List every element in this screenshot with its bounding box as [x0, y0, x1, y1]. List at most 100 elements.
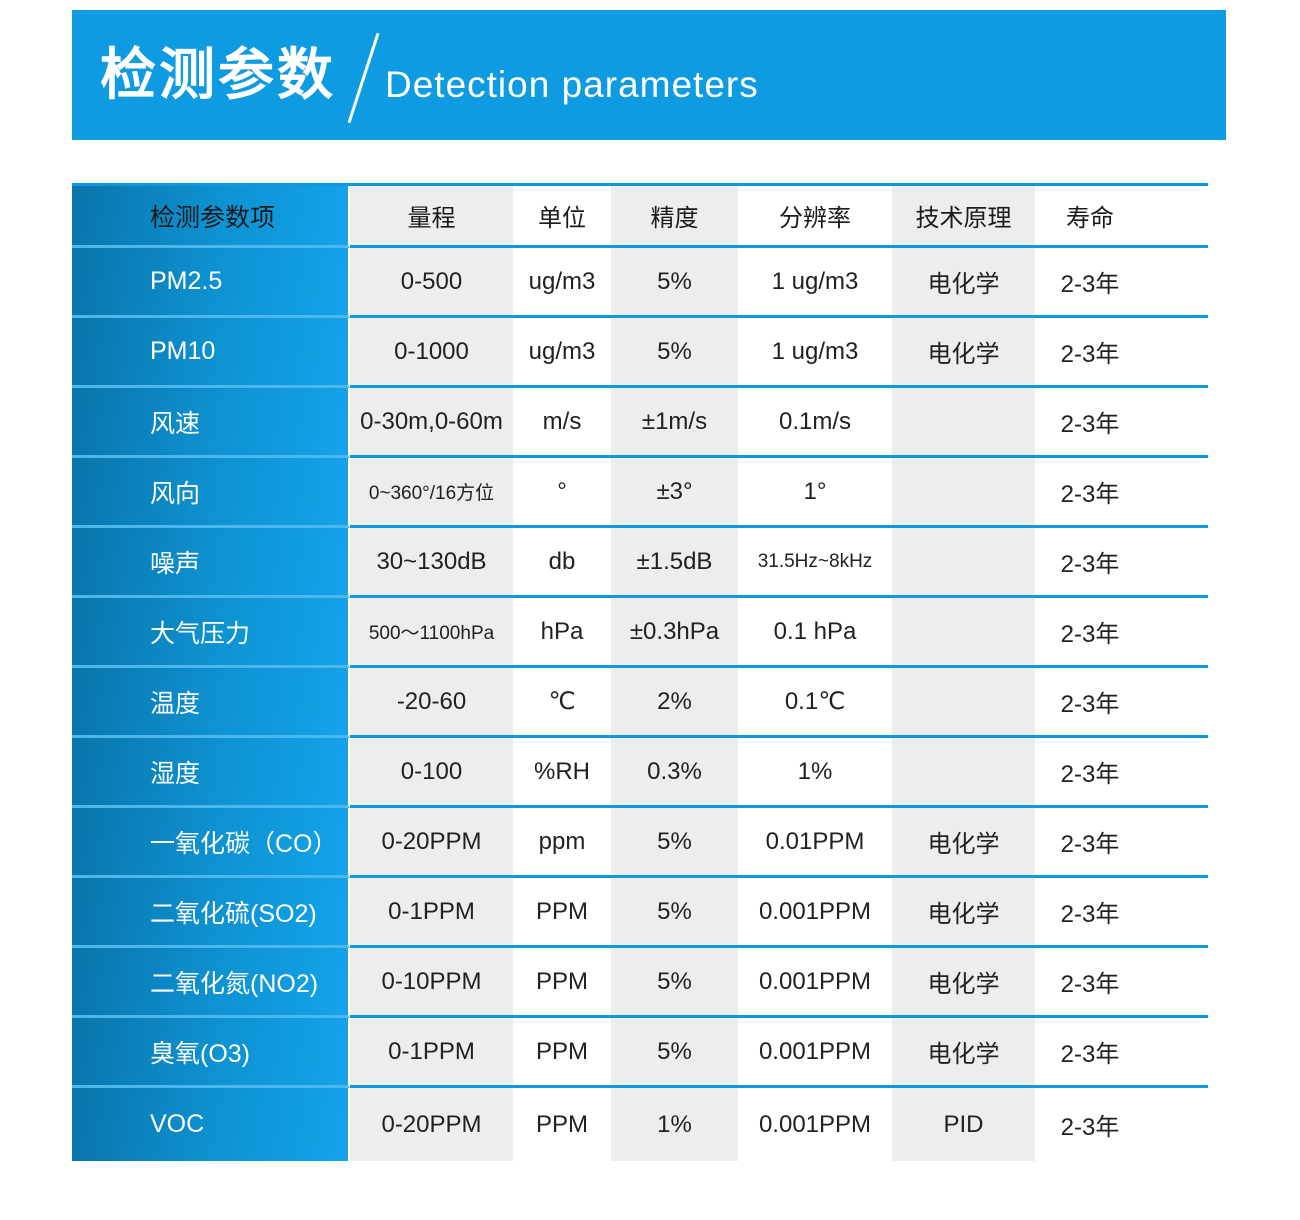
table-row: 二氧化氮(NO2) 0-10PPM PPM 5% 0.001PPM 电化学 2-3年 [72, 948, 1208, 1018]
cell-accuracy: 5% [611, 248, 738, 318]
cell-resolution: 0.001PPM [738, 948, 892, 1018]
cell-unit: db [513, 528, 611, 598]
table-row: 风向 0~360°/16方位 ° ±3° 1° 2-3年 [72, 458, 1208, 528]
cell-principle [892, 668, 1035, 738]
cell-filler [1145, 808, 1208, 878]
cell-range: 500～1100hPa [350, 598, 513, 668]
cell-accuracy: 5% [611, 878, 738, 948]
table-row: 噪声 30~130dB db ±1.5dB 31.5Hz~8kHz 2-3年 [72, 528, 1208, 598]
slash-divider [347, 32, 380, 124]
cell-name: 湿度 [72, 738, 350, 808]
table-row: 二氧化硫(SO2) 0-1PPM PPM 5% 0.001PPM 电化学 2-3年 [72, 878, 1208, 948]
cell-lifetime: 2-3年 [1035, 528, 1145, 598]
cell-name: VOC [72, 1088, 350, 1161]
cell-resolution: 0.1 hPa [738, 598, 892, 668]
table-row: 风速 0-30m,0-60m m/s ±1m/s 0.1m/s 2-3年 [72, 388, 1208, 458]
cell-lifetime: 2-3年 [1035, 668, 1145, 738]
cell-filler [1145, 668, 1208, 738]
cell-resolution: 0.001PPM [738, 878, 892, 948]
cell-range: 0-20PPM [350, 808, 513, 878]
cell-resolution: 0.001PPM [738, 1088, 892, 1161]
table-header-row: 检测参数项 量程 单位 精度 分辨率 技术原理 寿命 [72, 186, 1208, 248]
cell-lifetime: 2-3年 [1035, 388, 1145, 458]
header-accuracy: 精度 [611, 186, 738, 248]
cell-resolution: 1° [738, 458, 892, 528]
cell-range: 0-10PPM [350, 948, 513, 1018]
cell-name: 一氧化碳（CO） [72, 808, 350, 878]
cell-accuracy: 5% [611, 948, 738, 1018]
table-row: PM2.5 0-500 ug/m3 5% 1 ug/m3 电化学 2-3年 [72, 248, 1208, 318]
header-unit: 单位 [513, 186, 611, 248]
header-filler [1145, 186, 1208, 248]
cell-name: PM10 [72, 318, 350, 388]
cell-resolution: 31.5Hz~8kHz [738, 528, 892, 598]
cell-resolution: 0.01PPM [738, 808, 892, 878]
cell-accuracy: ±3° [611, 458, 738, 528]
cell-range: 0-20PPM [350, 1088, 513, 1161]
cell-principle: 电化学 [892, 808, 1035, 878]
cell-filler [1145, 598, 1208, 668]
cell-accuracy: 2% [611, 668, 738, 738]
cell-principle [892, 598, 1035, 668]
cell-unit: ppm [513, 808, 611, 878]
cell-name: 风向 [72, 458, 350, 528]
cell-name: 臭氧(O3) [72, 1018, 350, 1088]
cell-accuracy: 5% [611, 1018, 738, 1088]
cell-name: 噪声 [72, 528, 350, 598]
table-row: 大气压力 500～1100hPa hPa ±0.3hPa 0.1 hPa 2-3年 [72, 598, 1208, 668]
section-title-en: Detection parameters [385, 63, 759, 105]
cell-resolution: 1 ug/m3 [738, 248, 892, 318]
cell-unit: %RH [513, 738, 611, 808]
cell-filler [1145, 1088, 1208, 1161]
cell-unit: ° [513, 458, 611, 528]
cell-range: 30~130dB [350, 528, 513, 598]
cell-principle [892, 528, 1035, 598]
cell-accuracy: ±1m/s [611, 388, 738, 458]
cell-filler [1145, 948, 1208, 1018]
cell-unit: ℃ [513, 668, 611, 738]
cell-principle: 电化学 [892, 248, 1035, 318]
cell-name: 温度 [72, 668, 350, 738]
cell-lifetime: 2-3年 [1035, 1088, 1145, 1161]
cell-lifetime: 2-3年 [1035, 458, 1145, 528]
cell-filler [1145, 458, 1208, 528]
cell-range: 0-1PPM [350, 878, 513, 948]
header-principle: 技术原理 [892, 186, 1035, 248]
cell-principle: PID [892, 1088, 1035, 1161]
cell-unit: PPM [513, 948, 611, 1018]
cell-lifetime: 2-3年 [1035, 318, 1145, 388]
cell-range: -20-60 [350, 668, 513, 738]
table-row: 湿度 0-100 %RH 0.3% 1% 2-3年 [72, 738, 1208, 808]
cell-filler [1145, 318, 1208, 388]
cell-filler [1145, 248, 1208, 318]
cell-lifetime: 2-3年 [1035, 598, 1145, 668]
cell-unit: ug/m3 [513, 318, 611, 388]
cell-resolution: 0.1℃ [738, 668, 892, 738]
cell-name: 大气压力 [72, 598, 350, 668]
cell-resolution: 0.001PPM [738, 1018, 892, 1088]
table-row: 温度 -20-60 ℃ 2% 0.1℃ 2-3年 [72, 668, 1208, 738]
cell-principle: 电化学 [892, 318, 1035, 388]
cell-principle: 电化学 [892, 878, 1035, 948]
cell-resolution: 0.1m/s [738, 388, 892, 458]
cell-filler [1145, 878, 1208, 948]
cell-filler [1145, 1018, 1208, 1088]
cell-resolution: 1% [738, 738, 892, 808]
cell-name: 二氧化硫(SO2) [72, 878, 350, 948]
cell-unit: hPa [513, 598, 611, 668]
header-resolution: 分辨率 [738, 186, 892, 248]
section-title-zh: 检测参数 [100, 43, 336, 106]
cell-name: 风速 [72, 388, 350, 458]
cell-range: 0-1PPM [350, 1018, 513, 1088]
cell-lifetime: 2-3年 [1035, 738, 1145, 808]
cell-lifetime: 2-3年 [1035, 878, 1145, 948]
cell-accuracy: 0.3% [611, 738, 738, 808]
cell-principle [892, 458, 1035, 528]
cell-unit: m/s [513, 388, 611, 458]
cell-accuracy: 5% [611, 808, 738, 878]
cell-range: 0~360°/16方位 [350, 458, 513, 528]
cell-resolution: 1 ug/m3 [738, 318, 892, 388]
cell-unit: PPM [513, 878, 611, 948]
cell-unit: ug/m3 [513, 248, 611, 318]
cell-range: 0-100 [350, 738, 513, 808]
